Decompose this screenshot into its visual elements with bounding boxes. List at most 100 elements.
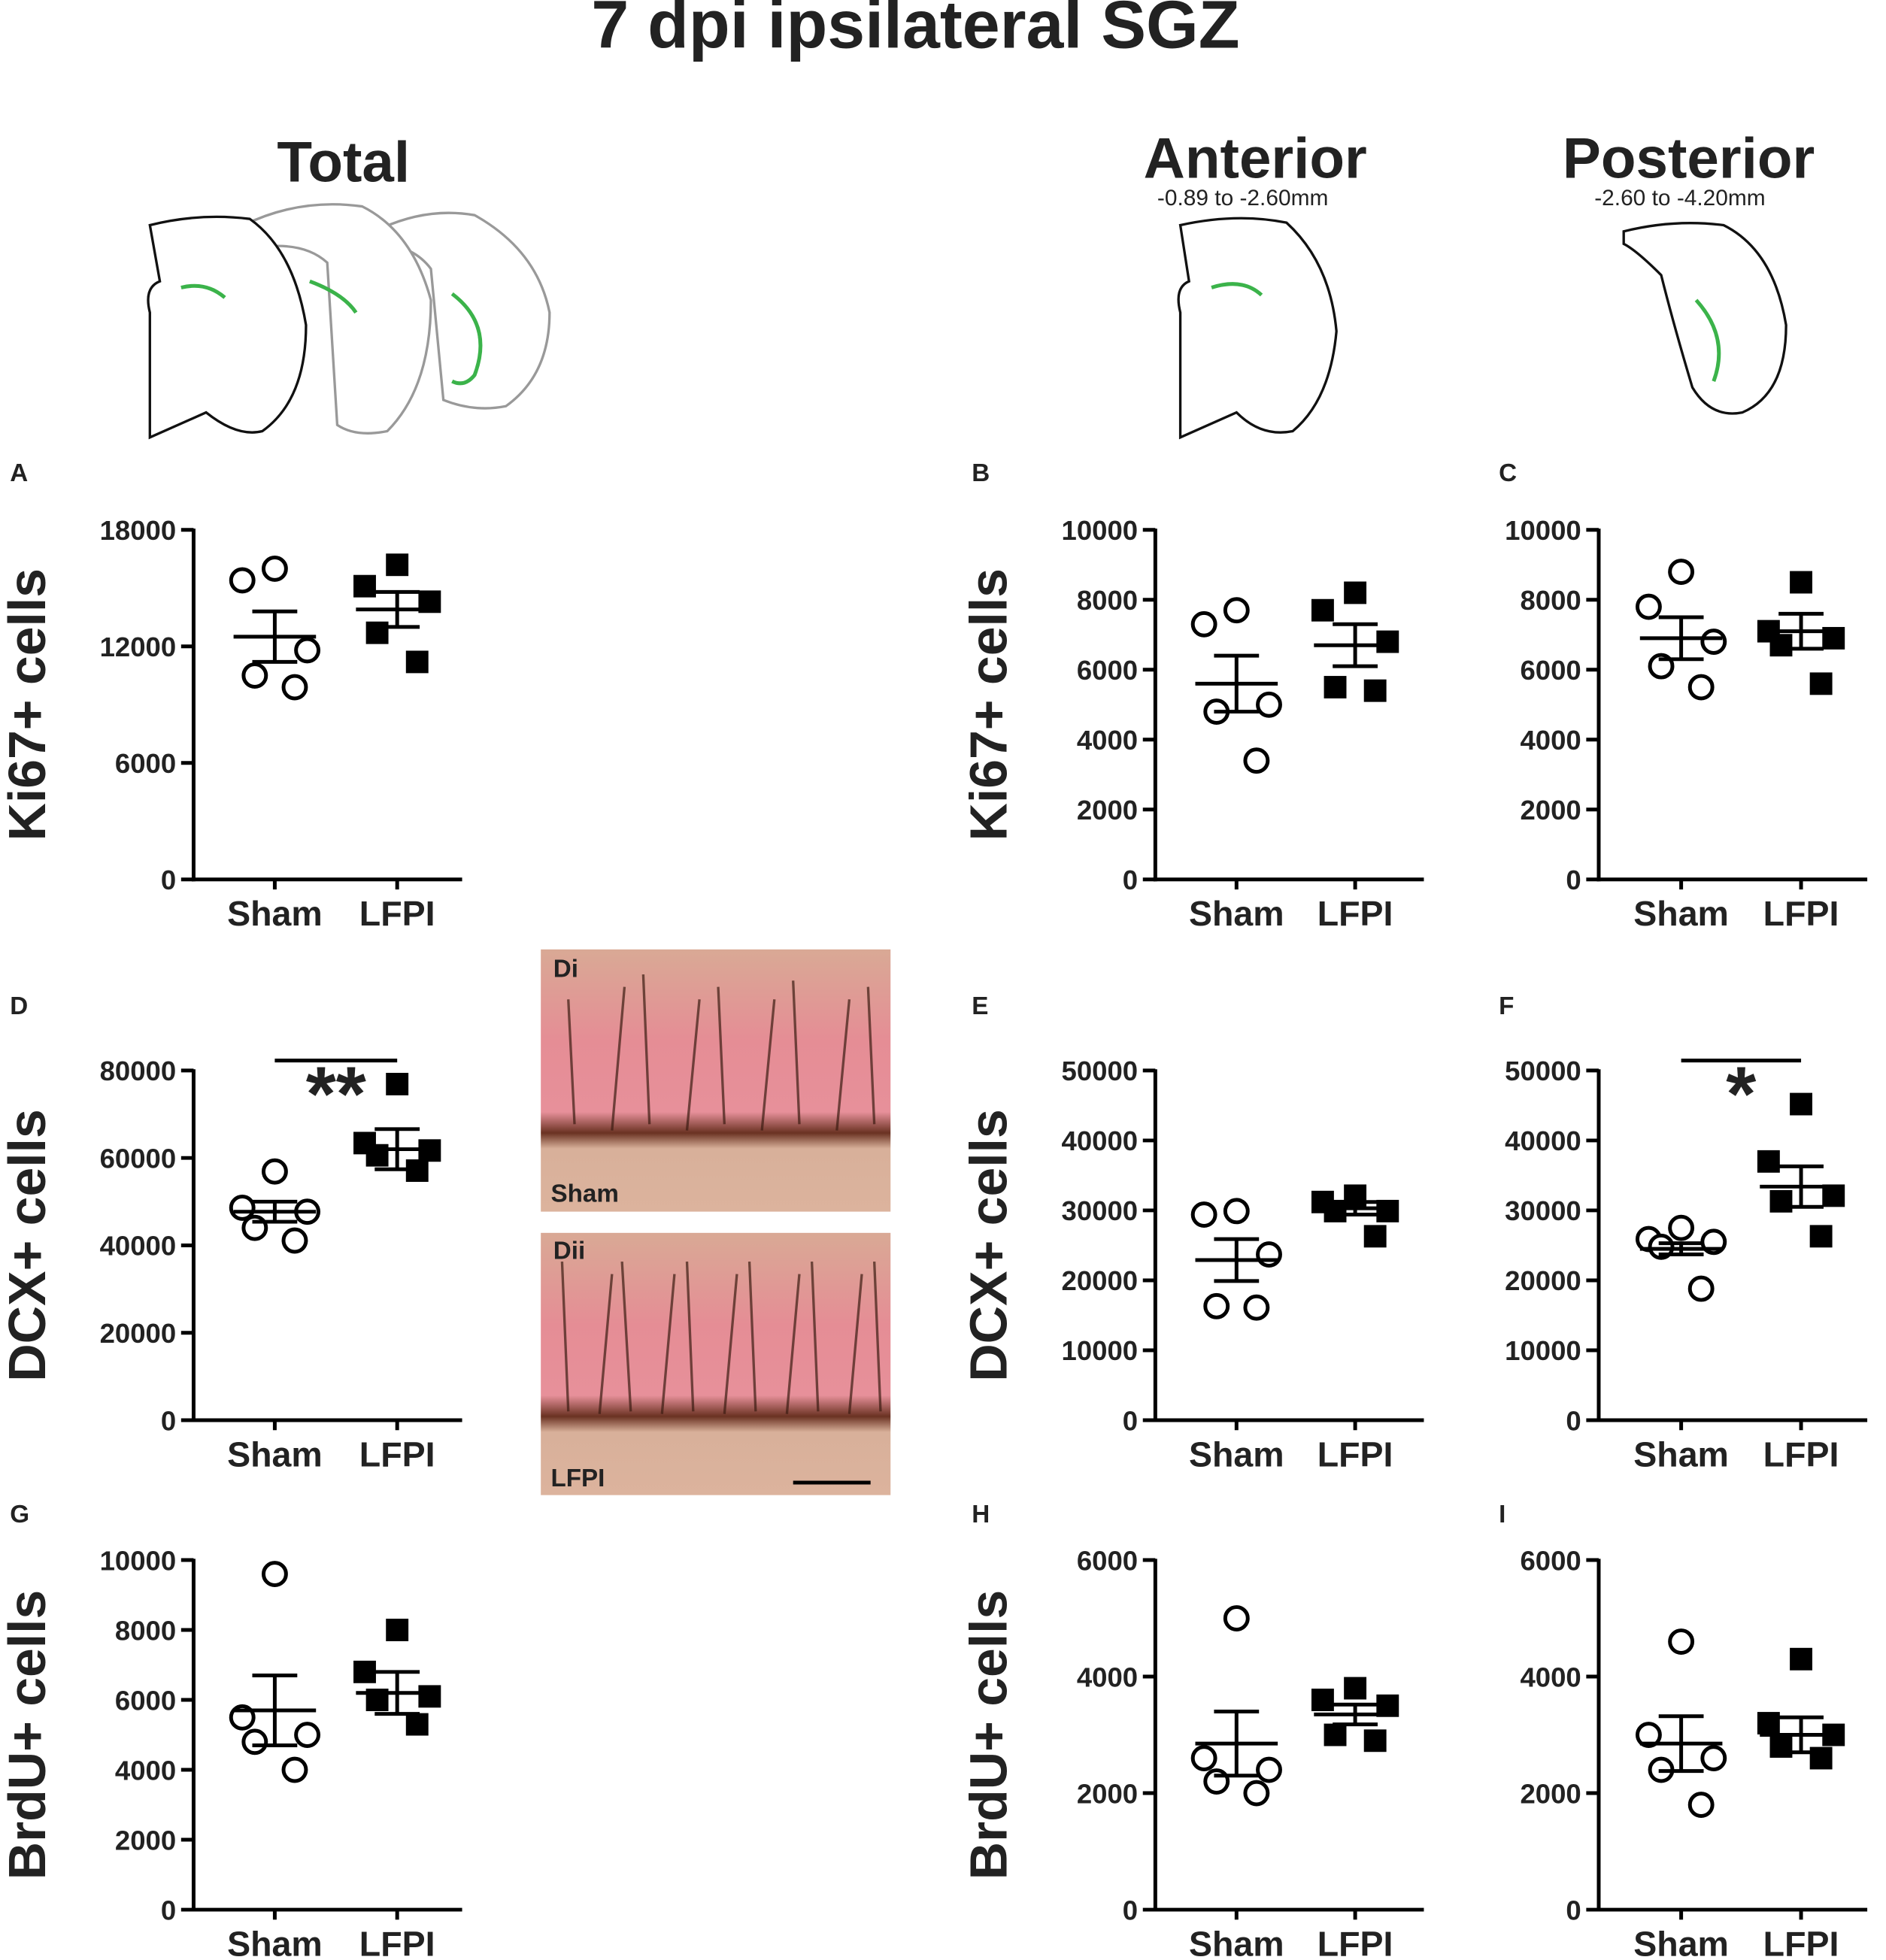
data-point <box>1648 1233 1675 1260</box>
sem-bar <box>374 589 420 629</box>
data-point <box>1344 581 1367 604</box>
data-point <box>1223 597 1250 624</box>
data-point <box>1790 1092 1813 1116</box>
sem-bar <box>1214 1237 1260 1283</box>
y-tick-label: 40000 <box>100 1231 177 1262</box>
data-point <box>1687 1792 1715 1818</box>
sem-bar <box>1658 1714 1704 1774</box>
column-header: Posterior <box>1563 126 1815 190</box>
y-tick-label: 0 <box>1566 1895 1581 1925</box>
y-tick-label: 10000 <box>1062 1335 1139 1366</box>
data-point <box>1190 610 1217 638</box>
y-tick-label: 4000 <box>1077 1662 1138 1692</box>
y-tick-label: 6000 <box>1077 1545 1138 1576</box>
y-tick-label: 6000 <box>1520 655 1581 686</box>
significance-label: * <box>1726 1050 1756 1137</box>
y-tick-label: 50000 <box>1505 1056 1581 1086</box>
data-point <box>1757 1150 1780 1173</box>
y-axis-label: Ki67+ cells <box>0 568 56 841</box>
y-tick-label: 20000 <box>100 1318 177 1349</box>
y-tick-label: 4000 <box>115 1755 176 1786</box>
x-tick-label: Sham <box>227 1434 323 1474</box>
sem-bar <box>1658 1241 1704 1257</box>
data-point <box>386 553 409 577</box>
sem-bar <box>252 1673 298 1747</box>
x-tick-label: Sham <box>1633 1434 1729 1474</box>
data-point <box>1223 1198 1250 1225</box>
y-tick-label: 40000 <box>1062 1125 1139 1156</box>
y-tick-label: 10000 <box>1505 515 1581 546</box>
data-point <box>1790 1647 1813 1671</box>
data-point <box>1687 674 1715 701</box>
panel-label: A <box>10 459 28 487</box>
y-tick-label: 12000 <box>100 632 177 662</box>
data-point <box>1668 1214 1695 1241</box>
data-point <box>1668 1628 1695 1655</box>
x-tick-label: Sham <box>1189 1925 1284 1960</box>
data-point <box>1769 1735 1793 1758</box>
data-point <box>281 1227 308 1254</box>
y-tick-label: 50000 <box>1062 1056 1139 1086</box>
data-point <box>294 637 321 664</box>
panel-label: B <box>972 459 990 487</box>
sem-bar <box>374 1670 420 1716</box>
y-tick-label: 8000 <box>115 1615 176 1646</box>
panel-label: I <box>1499 1501 1505 1528</box>
sem-bar <box>1333 622 1378 668</box>
data-point <box>353 574 376 598</box>
data-point <box>1256 1756 1282 1783</box>
data-point <box>261 1561 288 1588</box>
y-tick-label: 4000 <box>1520 1662 1581 1692</box>
data-point <box>281 674 308 701</box>
data-point <box>353 1660 376 1683</box>
sem-bar <box>1214 653 1260 714</box>
y-tick-label: 0 <box>161 1405 176 1436</box>
y-tick-label: 20000 <box>1062 1265 1139 1296</box>
x-tick-label: Sham <box>1189 894 1284 933</box>
data-point <box>261 555 288 582</box>
micrograph <box>541 1232 891 1495</box>
y-tick-label: 8000 <box>1077 585 1138 616</box>
sem-bar <box>1214 1710 1260 1778</box>
data-point <box>1324 676 1347 698</box>
panel-label: H <box>972 1501 990 1528</box>
data-point <box>241 1728 268 1756</box>
x-tick-label: LFPI <box>1317 1434 1393 1474</box>
data-point <box>229 567 256 594</box>
data-point <box>1790 571 1813 594</box>
x-tick-label: LFPI <box>359 1925 435 1960</box>
panel-label: F <box>1499 992 1514 1020</box>
sem-bar <box>1333 1200 1378 1217</box>
x-tick-label: Sham <box>1633 1925 1729 1960</box>
y-tick-label: 0 <box>1123 1895 1138 1925</box>
figure-title: 7 dpi ipsilateral SGZ <box>591 0 1239 63</box>
data-point <box>405 1713 429 1736</box>
data-point <box>1769 634 1793 657</box>
data-point <box>1256 1241 1282 1268</box>
x-tick-label: LFPI <box>359 894 435 933</box>
panel-label: C <box>1499 459 1517 487</box>
y-tick-label: 2000 <box>1077 1778 1138 1809</box>
y-tick-label: 6000 <box>1077 655 1138 686</box>
data-point <box>386 1072 409 1095</box>
brain-sketch <box>147 203 1787 440</box>
x-tick-label: Sham <box>227 1925 323 1960</box>
x-tick-label: LFPI <box>1317 894 1393 933</box>
data-point <box>1190 1745 1217 1771</box>
data-point <box>1809 1746 1833 1770</box>
data-point <box>1190 1201 1217 1228</box>
data-point <box>1243 747 1270 774</box>
y-tick-label: 0 <box>1123 865 1138 895</box>
micrograph-panel-label: Di <box>553 955 578 983</box>
data-point <box>1311 1689 1334 1711</box>
y-axis-label: DCX+ cells <box>0 1109 56 1382</box>
x-tick-label: LFPI <box>1763 1434 1839 1474</box>
data-point <box>1311 598 1334 622</box>
y-tick-label: 10000 <box>1062 515 1139 546</box>
x-tick-label: Sham <box>1189 1434 1284 1474</box>
data-point <box>1243 1780 1270 1807</box>
data-point <box>418 1685 441 1708</box>
coordinate-range: -2.60 to -4.20mm <box>1594 186 1765 211</box>
data-point <box>1700 1745 1727 1771</box>
y-tick-label: 40000 <box>1505 1125 1581 1156</box>
